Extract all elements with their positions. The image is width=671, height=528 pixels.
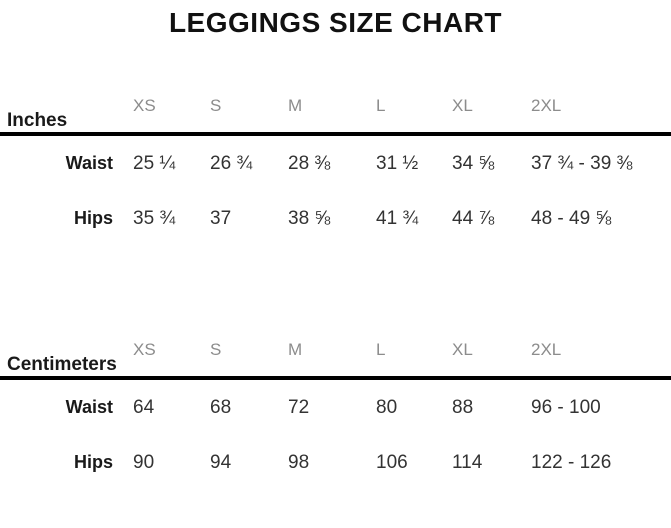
size-header-l: L [376, 340, 386, 359]
row-label-hips: Hips [73, 452, 113, 472]
cell-waist-in-l: 31 ½ [376, 152, 419, 174]
cell-waist-in-m: 28 ⅜ [288, 152, 331, 174]
size-header-l: L [376, 96, 386, 115]
page-title: LEGGINGS SIZE CHART [168, 7, 503, 38]
size-header-xl: XL [452, 96, 473, 115]
cell-hips-cm-xl: 114 [452, 451, 483, 473]
cell-hips-in-2xl: 48 - 49 ⅝ [531, 207, 612, 229]
inches-table: Inches XS S M L XL 2XL Waist 25 ¼ 26 ¾ 2… [0, 90, 671, 246]
cell-hips-in-l: 41 ¾ [376, 207, 419, 229]
row-label-waist: Waist [65, 153, 113, 173]
centimeters-table: Centimeters XS S M L XL 2XL Waist 64 68 … [0, 334, 671, 490]
centimeters-header-row: Centimeters XS S M L XL 2XL [0, 334, 671, 376]
cell-hips-cm-2xl: 122 - 126 [531, 451, 612, 473]
row-label-waist: Waist [65, 397, 113, 417]
cell-waist-cm-m: 72 [288, 396, 310, 418]
unit-label-inches: Inches [7, 110, 68, 131]
cell-waist-in-s: 26 ¾ [210, 152, 253, 174]
size-header-xs: XS [133, 96, 156, 115]
size-header-s: S [210, 340, 222, 359]
size-header-xl: XL [452, 340, 473, 359]
centimeters-header-divider [0, 376, 671, 380]
cell-hips-in-xs: 35 ¾ [133, 207, 176, 229]
size-header-2xl: 2XL [531, 340, 562, 359]
table-row-hips-centimeters: Hips 90 94 98 106 114 122 - 126 [0, 435, 671, 490]
cell-waist-cm-xs: 64 [133, 396, 155, 418]
cell-hips-cm-l: 106 [376, 451, 408, 473]
cell-waist-cm-l: 80 [376, 396, 398, 418]
table-row-waist-centimeters: Waist 64 68 72 80 88 96 - 100 [0, 380, 671, 435]
cell-waist-cm-2xl: 96 - 100 [531, 396, 601, 418]
cell-hips-in-s: 37 [210, 207, 232, 229]
cell-hips-in-m: 38 ⅝ [288, 207, 331, 229]
cell-hips-cm-m: 98 [288, 451, 310, 473]
table-row-waist-inches: Waist 25 ¼ 26 ¾ 28 ⅜ 31 ½ 34 ⅝ 37 ¾ - 39… [0, 136, 671, 191]
unit-label-centimeters: Centimeters [7, 354, 117, 375]
cell-hips-cm-xs: 90 [133, 451, 155, 473]
cell-waist-cm-xl: 88 [452, 396, 474, 418]
cell-hips-cm-s: 94 [210, 451, 232, 473]
cell-hips-in-xl: 44 ⅞ [452, 207, 495, 229]
row-label-hips: Hips [73, 208, 113, 228]
size-header-m: M [288, 96, 303, 115]
cell-waist-in-2xl: 37 ¾ - 39 ⅜ [531, 152, 633, 174]
size-header-m: M [288, 340, 303, 359]
cell-waist-in-xl: 34 ⅝ [452, 152, 495, 174]
cell-waist-in-xs: 25 ¼ [133, 152, 176, 174]
size-header-xs: XS [133, 340, 156, 359]
inches-header-divider [0, 132, 671, 136]
size-header-2xl: 2XL [531, 96, 562, 115]
cell-waist-cm-s: 68 [210, 396, 232, 418]
table-row-hips-inches: Hips 35 ¾ 37 38 ⅝ 41 ¾ 44 ⅞ 48 - 49 ⅝ [0, 191, 671, 246]
size-header-s: S [210, 96, 222, 115]
inches-header-row: Inches XS S M L XL 2XL [0, 90, 671, 132]
